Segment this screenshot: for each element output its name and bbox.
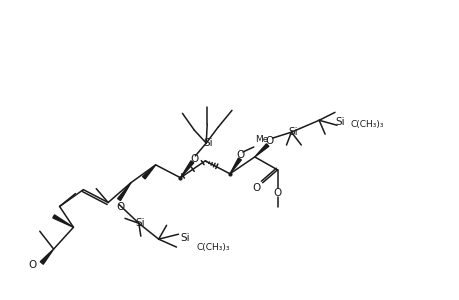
Polygon shape [142,165,155,179]
Text: Me: Me [254,135,268,144]
Polygon shape [180,161,193,178]
Text: O: O [28,260,37,270]
Polygon shape [53,215,73,227]
Text: O: O [252,183,260,193]
Text: O: O [116,202,124,212]
Text: O: O [236,150,245,160]
Text: O: O [265,136,273,146]
Text: O: O [273,188,281,198]
Polygon shape [254,144,268,157]
Text: C(CH₃)₃: C(CH₃)₃ [196,243,230,252]
Text: Si: Si [334,117,344,127]
Text: C(CH₃)₃: C(CH₃)₃ [350,120,384,129]
Text: O: O [190,154,198,164]
Text: Si: Si [180,233,190,243]
Polygon shape [40,249,54,264]
Text: Si: Si [288,127,297,137]
Polygon shape [118,183,131,200]
Text: Si: Si [203,138,213,148]
Polygon shape [230,158,241,174]
Text: Si: Si [135,218,144,228]
